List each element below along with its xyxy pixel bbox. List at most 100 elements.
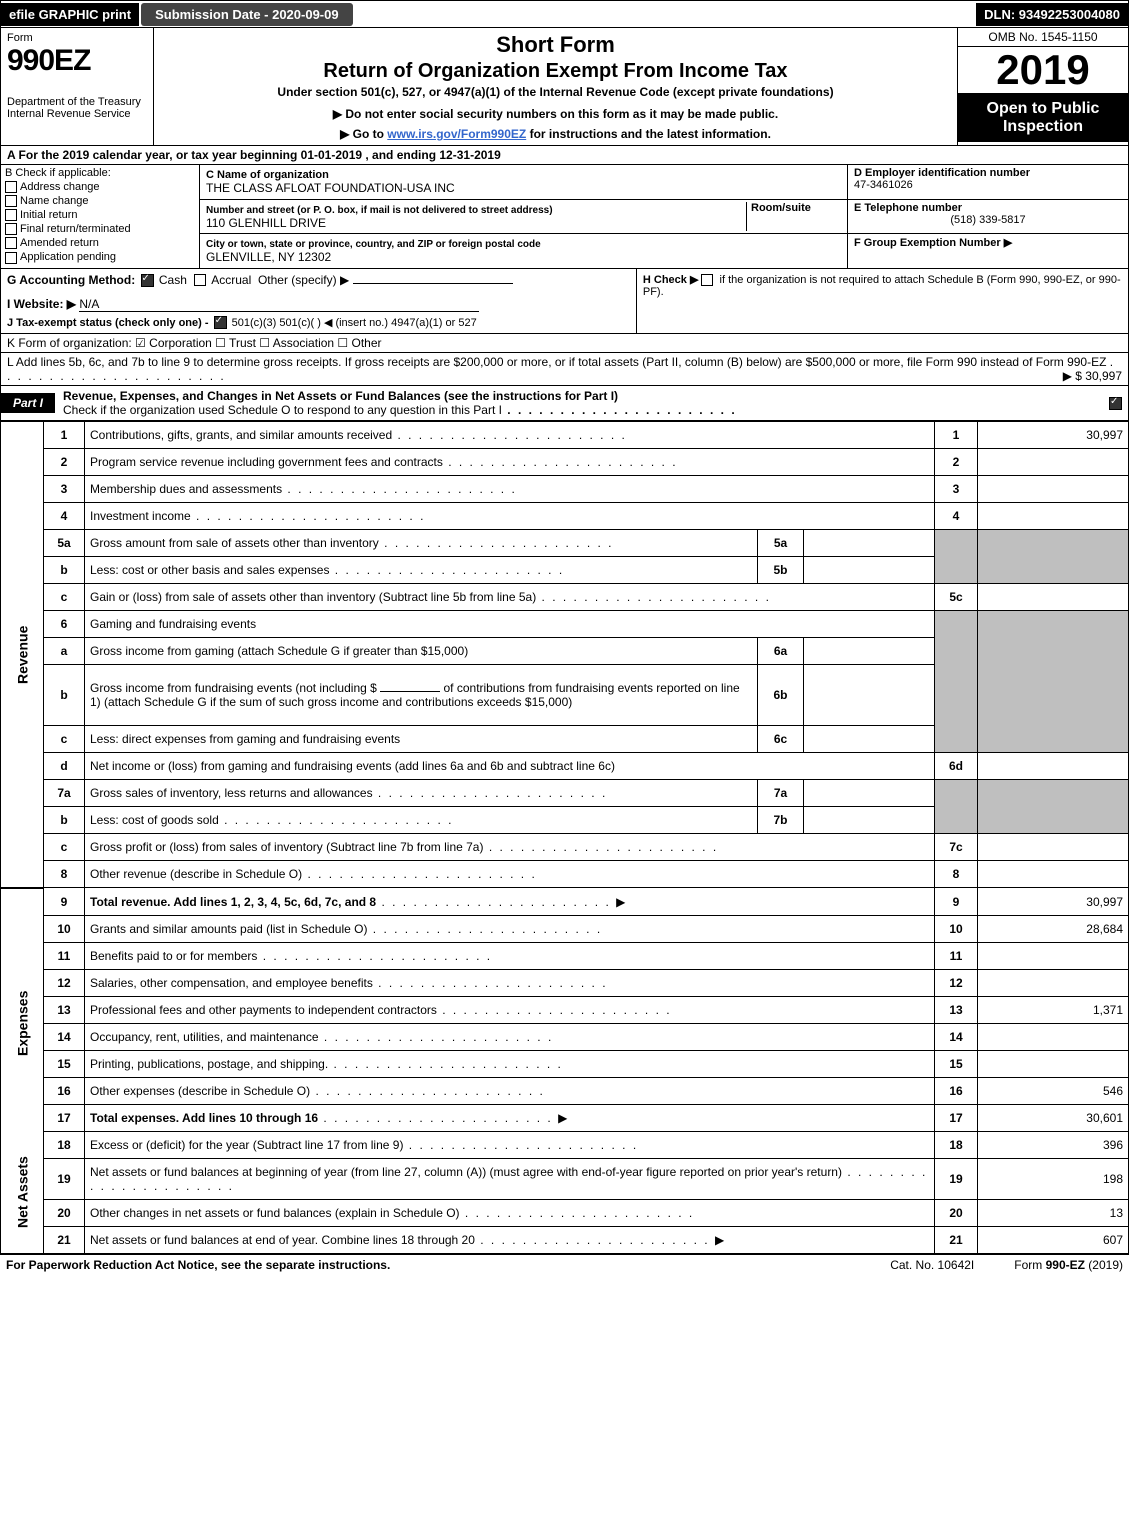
txt-3: Membership dues and assessments — [90, 482, 282, 496]
num-18: 18 — [935, 1131, 978, 1158]
txt-15: Printing, publications, postage, and shi… — [90, 1057, 328, 1071]
city-label: City or town, state or province, country… — [206, 239, 541, 250]
txt-14: Occupancy, rent, utilities, and maintena… — [90, 1030, 319, 1044]
chk-cash[interactable] — [141, 274, 154, 287]
j-options: 501(c)(3) 501(c)( ) ◀ (insert no.) 4947(… — [232, 317, 477, 329]
c-label: C Name of organization — [206, 169, 329, 181]
grey-6 — [935, 611, 978, 753]
chk-schedule-b[interactable] — [701, 274, 713, 286]
phone-cell: E Telephone number (518) 339-5817 — [848, 200, 1128, 235]
ein-cell: D Employer identification number 47-3461… — [848, 165, 1128, 200]
txt-1: Contributions, gifts, grants, and simila… — [90, 428, 392, 442]
chk-amended-return[interactable]: Amended return — [5, 237, 195, 249]
ln-4: 4 — [44, 503, 85, 530]
num-10: 10 — [935, 915, 978, 942]
lbl-accrual: Accrual — [211, 273, 251, 287]
ln-7b: b — [44, 807, 85, 834]
lbl-final-return: Final return/terminated — [20, 223, 131, 235]
ln-11: 11 — [44, 942, 85, 969]
chk-final-return[interactable]: Final return/terminated — [5, 223, 195, 235]
ln-15: 15 — [44, 1050, 85, 1077]
irs-link[interactable]: www.irs.gov/Form990EZ — [387, 127, 526, 141]
h-text: if the organization is not required to a… — [643, 274, 1121, 298]
txt-18: Excess or (deficit) for the year (Subtra… — [90, 1138, 403, 1152]
netassets-side-label: Net Assets — [1, 1131, 44, 1253]
num-12: 12 — [935, 969, 978, 996]
ln-13: 13 — [44, 996, 85, 1023]
chk-name-change[interactable]: Name change — [5, 195, 195, 207]
footer-right: Form 990-EZ (2019) — [1014, 1258, 1123, 1272]
sub-7a: 7a — [758, 780, 804, 807]
addr-cell: Number and street (or P. O. box, if mail… — [200, 200, 847, 235]
dept-treasury: Department of the Treasury — [7, 96, 147, 108]
sub-6c: 6c — [758, 726, 804, 753]
val-7c — [978, 834, 1129, 861]
num-15: 15 — [935, 1050, 978, 1077]
num-21: 21 — [935, 1226, 978, 1253]
num-6d: 6d — [935, 753, 978, 780]
num-14: 14 — [935, 1023, 978, 1050]
sub-5a: 5a — [758, 530, 804, 557]
box-c: C Name of organization THE CLASS AFLOAT … — [200, 165, 847, 268]
val-11 — [978, 942, 1129, 969]
addr-label: Number and street (or P. O. box, if mail… — [206, 205, 553, 216]
ein-value: 47-3461026 — [854, 179, 913, 191]
txt-5a: Gross amount from sale of assets other t… — [90, 536, 379, 550]
g-label: G Accounting Method: — [7, 273, 135, 287]
num-5c: 5c — [935, 584, 978, 611]
val-18: 396 — [978, 1131, 1129, 1158]
chk-initial-return[interactable]: Initial return — [5, 209, 195, 221]
txt-20: Other changes in net assets or fund bala… — [90, 1206, 460, 1220]
expenses-side-label: Expenses — [1, 915, 44, 1131]
num-11: 11 — [935, 942, 978, 969]
sub-5b: 5b — [758, 557, 804, 584]
submission-date-button[interactable]: Submission Date - 2020-09-09 — [141, 3, 353, 26]
num-19: 19 — [935, 1158, 978, 1199]
chk-address-change[interactable]: Address change — [5, 181, 195, 193]
num-3: 3 — [935, 476, 978, 503]
txt-6c: Less: direct expenses from gaming and fu… — [90, 732, 400, 746]
val-4 — [978, 503, 1129, 530]
ln-2: 2 — [44, 449, 85, 476]
ln-17: 17 — [44, 1104, 85, 1131]
efile-print-button[interactable]: efile GRAPHIC print — [1, 3, 139, 26]
val-1: 30,997 — [978, 422, 1129, 449]
lbl-initial-return: Initial return — [20, 209, 77, 221]
sub-6a: 6a — [758, 638, 804, 665]
header-center: Short Form Return of Organization Exempt… — [154, 28, 957, 145]
h-label: H Check ▶ — [643, 274, 699, 286]
form-header: Form 990EZ Department of the Treasury In… — [0, 28, 1129, 146]
sub-7b: 7b — [758, 807, 804, 834]
sub-7a-val — [804, 780, 935, 807]
chk-501c3[interactable] — [214, 316, 227, 329]
val-13: 1,371 — [978, 996, 1129, 1023]
txt-5b: Less: cost or other basis and sales expe… — [90, 563, 329, 577]
val-19: 198 — [978, 1158, 1129, 1199]
gh-block: G Accounting Method: Cash Accrual Other … — [0, 269, 1129, 335]
ln-7a: 7a — [44, 780, 85, 807]
goto-line: ▶ Go to www.irs.gov/Form990EZ for instru… — [164, 127, 947, 141]
group-exemption-cell: F Group Exemption Number ▶ — [848, 234, 1128, 268]
chk-schedule-o[interactable] — [1109, 397, 1122, 410]
val-14 — [978, 1023, 1129, 1050]
grey-5ab-val — [978, 530, 1129, 584]
ln-6a: a — [44, 638, 85, 665]
chk-accrual[interactable] — [194, 274, 206, 286]
txt-7b: Less: cost of goods sold — [90, 813, 219, 827]
ln-6b: b — [44, 665, 85, 726]
h-block: H Check ▶ if the organization is not req… — [636, 269, 1128, 334]
sub-6b-val — [804, 665, 935, 726]
ln-8: 8 — [44, 861, 85, 888]
short-form-title: Short Form — [164, 32, 947, 58]
do-not-enter: ▶ Do not enter social security numbers o… — [164, 107, 947, 121]
goto-post: for instructions and the latest informat… — [526, 127, 771, 141]
part-title-text: Revenue, Expenses, and Changes in Net As… — [63, 389, 618, 403]
val-8 — [978, 861, 1129, 888]
chk-application-pending[interactable]: Application pending — [5, 251, 195, 263]
d-label: D Employer identification number — [854, 167, 1030, 179]
header-right: OMB No. 1545-1150 2019 Open to Public In… — [957, 28, 1128, 145]
txt-12: Salaries, other compensation, and employ… — [90, 976, 373, 990]
row-k: K Form of organization: ☑ Corporation ☐ … — [0, 334, 1129, 353]
footer-mid: Cat. No. 10642I — [890, 1258, 974, 1272]
ln-16: 16 — [44, 1077, 85, 1104]
